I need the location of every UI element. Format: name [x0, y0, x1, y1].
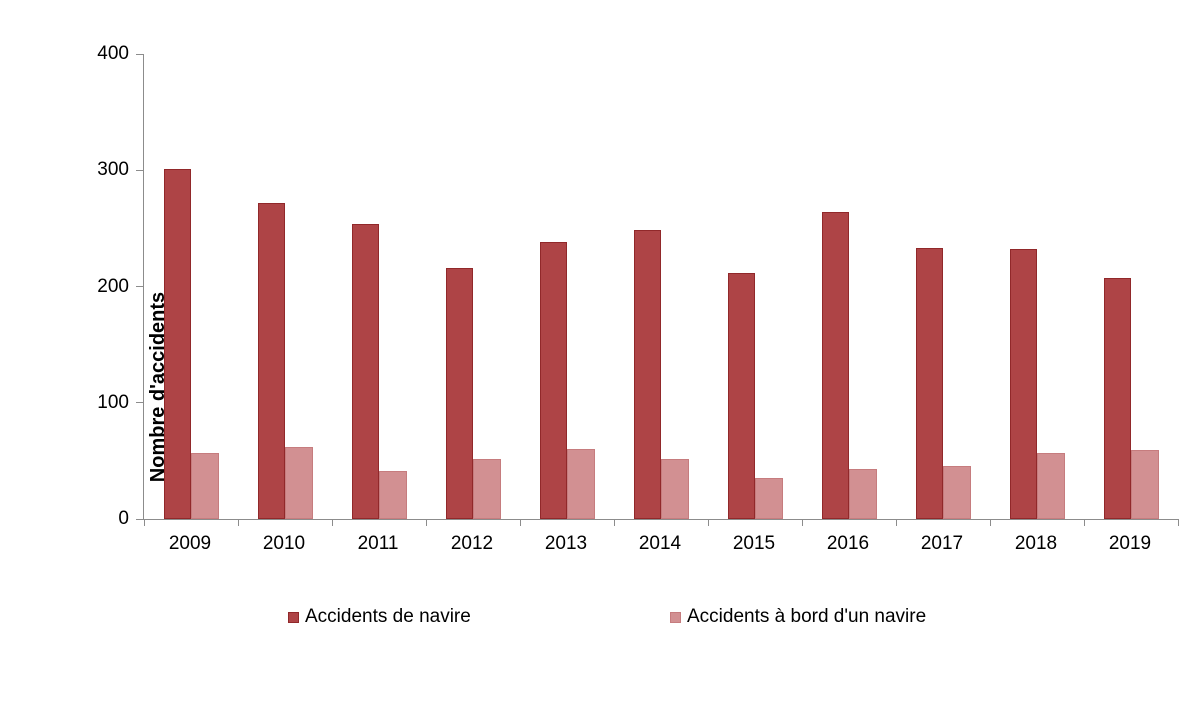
- x-axis-tick: [1177, 519, 1179, 526]
- x-axis-tick: [707, 519, 709, 526]
- bar-2009-series1: [191, 453, 219, 519]
- y-axis-tick: [136, 169, 143, 171]
- x-axis-tick-label: 2018: [1014, 533, 1058, 554]
- x-axis-tick: [801, 519, 803, 526]
- y-axis-tick-label: 300: [97, 159, 129, 181]
- bar-2011-series0: [351, 224, 379, 519]
- bar-2010-series1: [285, 447, 313, 519]
- legend-swatch-aboard-ship-accidents: [670, 611, 681, 623]
- bar-2015-series0: [727, 273, 755, 519]
- x-axis-tick-label: 2012: [450, 533, 494, 554]
- bar-2018-series1: [1037, 453, 1065, 519]
- x-axis-tick-label: 2011: [357, 533, 399, 554]
- x-axis-tick: [425, 519, 427, 526]
- x-axis-tick-label: 2014: [638, 533, 682, 554]
- x-axis-tick: [331, 519, 333, 526]
- x-axis-tick-label: 2013: [544, 533, 588, 554]
- x-axis-tick-label: 2016: [826, 533, 870, 554]
- bar-2012-series0: [445, 268, 473, 519]
- bar-2019-series1: [1131, 450, 1159, 519]
- x-axis-tick: [989, 519, 991, 526]
- legend-item-ship-accidents: Accidents de navire: [288, 606, 471, 628]
- y-axis-tick-label: 100: [97, 391, 129, 413]
- x-axis-tick-label: 2019: [1108, 533, 1152, 554]
- bar-2011-series1: [379, 471, 407, 519]
- x-axis-tick: [895, 519, 897, 526]
- x-axis-tick: [613, 519, 615, 526]
- y-axis-tick-label: 200: [97, 275, 129, 297]
- bar-2013-series0: [539, 242, 567, 519]
- bar-2016-series0: [821, 212, 849, 519]
- y-axis-tick: [136, 518, 143, 520]
- y-axis-tick-label: 0: [118, 508, 129, 529]
- y-axis-tick-label: 400: [97, 43, 129, 64]
- x-axis-tick: [519, 519, 521, 526]
- bar-2017-series1: [943, 466, 971, 519]
- bar-2019-series0: [1103, 278, 1131, 519]
- y-axis-tick: [136, 402, 143, 404]
- bar-2018-series0: [1009, 249, 1037, 519]
- x-axis-tick-label: 2010: [262, 533, 306, 554]
- legend-item-aboard-ship-accidents: Accidents à bord d'un navire: [670, 606, 926, 628]
- y-axis-tick: [136, 286, 143, 287]
- x-axis-tick-label: 2009: [168, 533, 212, 554]
- y-axis-tick: [136, 53, 143, 55]
- legend-label-ship-accidents: Accidents de navire: [305, 606, 471, 627]
- x-axis-tick: [144, 519, 145, 526]
- bar-2012-series1: [473, 459, 501, 519]
- bar-2016-series1: [849, 469, 877, 519]
- bar-2017-series0: [915, 248, 943, 519]
- bar-2014-series0: [633, 230, 661, 519]
- x-axis-tick-label: 2017: [920, 533, 964, 554]
- x-axis-tick: [1083, 519, 1085, 526]
- legend-label-aboard-ship-accidents: Accidents à bord d'un navire: [687, 606, 927, 627]
- bar-2015-series1: [755, 478, 783, 519]
- bar-2010-series0: [257, 203, 285, 519]
- plot-area: Nombre d'accidents: [136, 53, 1179, 526]
- x-axis-tick-label: 2015: [732, 533, 776, 554]
- bar-2014-series1: [661, 459, 689, 519]
- bar-2013-series1: [567, 449, 595, 519]
- legend-swatch-ship-accidents: [288, 611, 299, 623]
- x-axis-tick: [237, 519, 239, 526]
- bar-2009-series0: [163, 169, 191, 519]
